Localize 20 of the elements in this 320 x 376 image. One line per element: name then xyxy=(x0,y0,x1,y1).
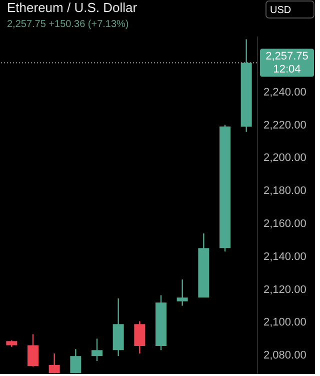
text: 12:04 xyxy=(273,64,301,76)
y-tick-label: 2,080.00 xyxy=(264,350,306,362)
y-tick-label: 2,140.00 xyxy=(264,250,306,263)
candlestick xyxy=(28,334,38,368)
text: USD xyxy=(270,5,292,16)
candlestick xyxy=(70,348,82,374)
y-tick-label: 2,240.00 xyxy=(264,86,306,98)
y-tick-label: 2,180.00 xyxy=(264,185,306,198)
candlestick xyxy=(92,338,102,362)
candlestick xyxy=(176,278,188,306)
y-tick-label: 2,200.00 xyxy=(264,152,306,164)
chart-title: Ethereum / U.S. Dollar xyxy=(7,0,138,15)
ref-line-label: 2,257.75 xyxy=(266,50,308,63)
candlestick xyxy=(134,320,146,354)
y-tick-label: 2,220.00 xyxy=(264,119,306,132)
y-tick-label: 2,120.00 xyxy=(264,284,306,296)
y-tick-label: 2,160.00 xyxy=(264,218,306,230)
chart-subtitle: 2,257.75 +150.36 (+7.13%) xyxy=(7,19,129,30)
candlestick xyxy=(48,352,60,374)
y-tick-label: 2,100.00 xyxy=(264,316,306,329)
